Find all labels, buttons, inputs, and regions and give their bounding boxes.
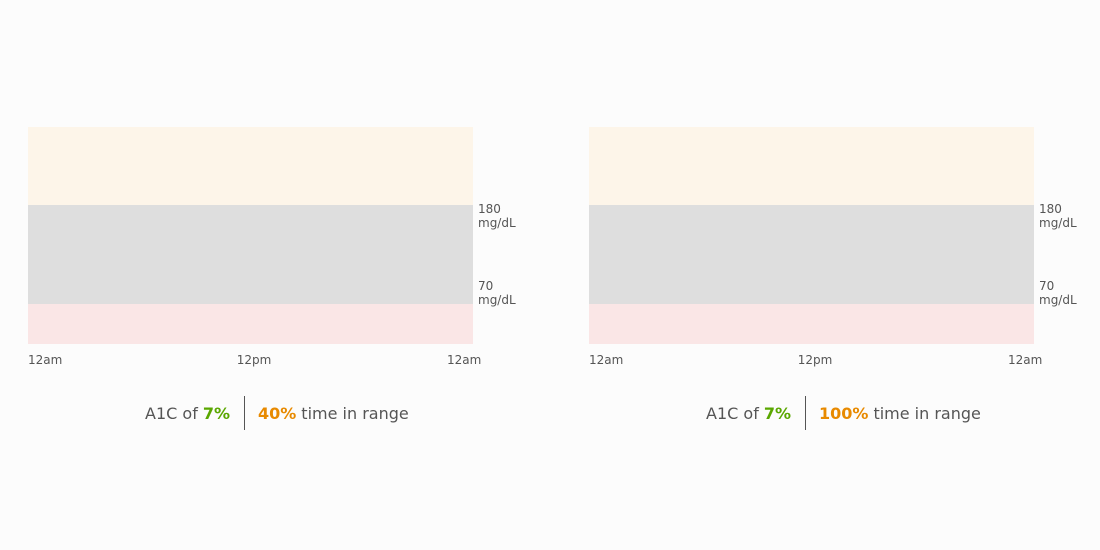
threshold-value: 180 — [478, 202, 501, 216]
a1c-value: 7% — [763, 404, 791, 423]
threshold-unit: mg/dL — [478, 293, 516, 307]
time-in-range: 40% time in range — [258, 404, 409, 423]
tir-suffix: time in range — [873, 404, 981, 423]
x-label: 12am — [28, 353, 63, 367]
a1c-prefix: A1C of — [145, 404, 198, 423]
a1c: A1C of 7% — [706, 404, 791, 423]
divider — [805, 396, 806, 430]
x-label: 12am — [447, 353, 482, 367]
tir-suffix: time in range — [301, 404, 409, 423]
tir-value: 40% — [258, 404, 297, 423]
summary: A1C of 7% 40% time in range — [0, 396, 540, 430]
x-label: 12pm — [236, 353, 272, 367]
x-label: 12am — [1008, 353, 1043, 367]
glucose-panel: 180 mg/dL 70 mg/dL 12am 12pm 12am A1C of 7% 100% t… — [561, 0, 1100, 550]
low-band — [28, 304, 473, 344]
target-band — [28, 205, 473, 304]
a1c-prefix: A1C of — [706, 404, 759, 423]
threshold-unit: mg/dL — [478, 216, 516, 230]
upper-threshold: 180 mg/dL — [478, 202, 516, 230]
threshold-value: 180 — [1039, 202, 1062, 216]
tir-value: 100% — [819, 404, 869, 423]
threshold-value: 70 — [1039, 279, 1055, 293]
threshold-unit: mg/dL — [1039, 216, 1077, 230]
x-label: 12am — [589, 353, 624, 367]
high-band — [28, 127, 473, 205]
target-band — [589, 205, 1034, 304]
glucose-panel: 180 mg/dL 70 mg/dL 12am 12pm 12am A1C of 7% 40% ti… — [0, 0, 540, 550]
low-band — [589, 304, 1034, 344]
upper-threshold: 180 mg/dL — [1039, 202, 1077, 230]
a1c-value: 7% — [202, 404, 230, 423]
threshold-unit: mg/dL — [1039, 293, 1077, 307]
lower-threshold: 70 mg/dL — [1039, 279, 1077, 307]
lower-threshold: 70 mg/dL — [478, 279, 516, 307]
x-label: 12pm — [797, 353, 833, 367]
divider — [244, 396, 245, 430]
time-in-range: 100% time in range — [819, 404, 981, 423]
a1c: A1C of 7% — [145, 404, 230, 423]
summary: A1C of 7% 100% time in range — [561, 396, 1100, 430]
threshold-value: 70 — [478, 279, 494, 293]
high-band — [589, 127, 1034, 205]
